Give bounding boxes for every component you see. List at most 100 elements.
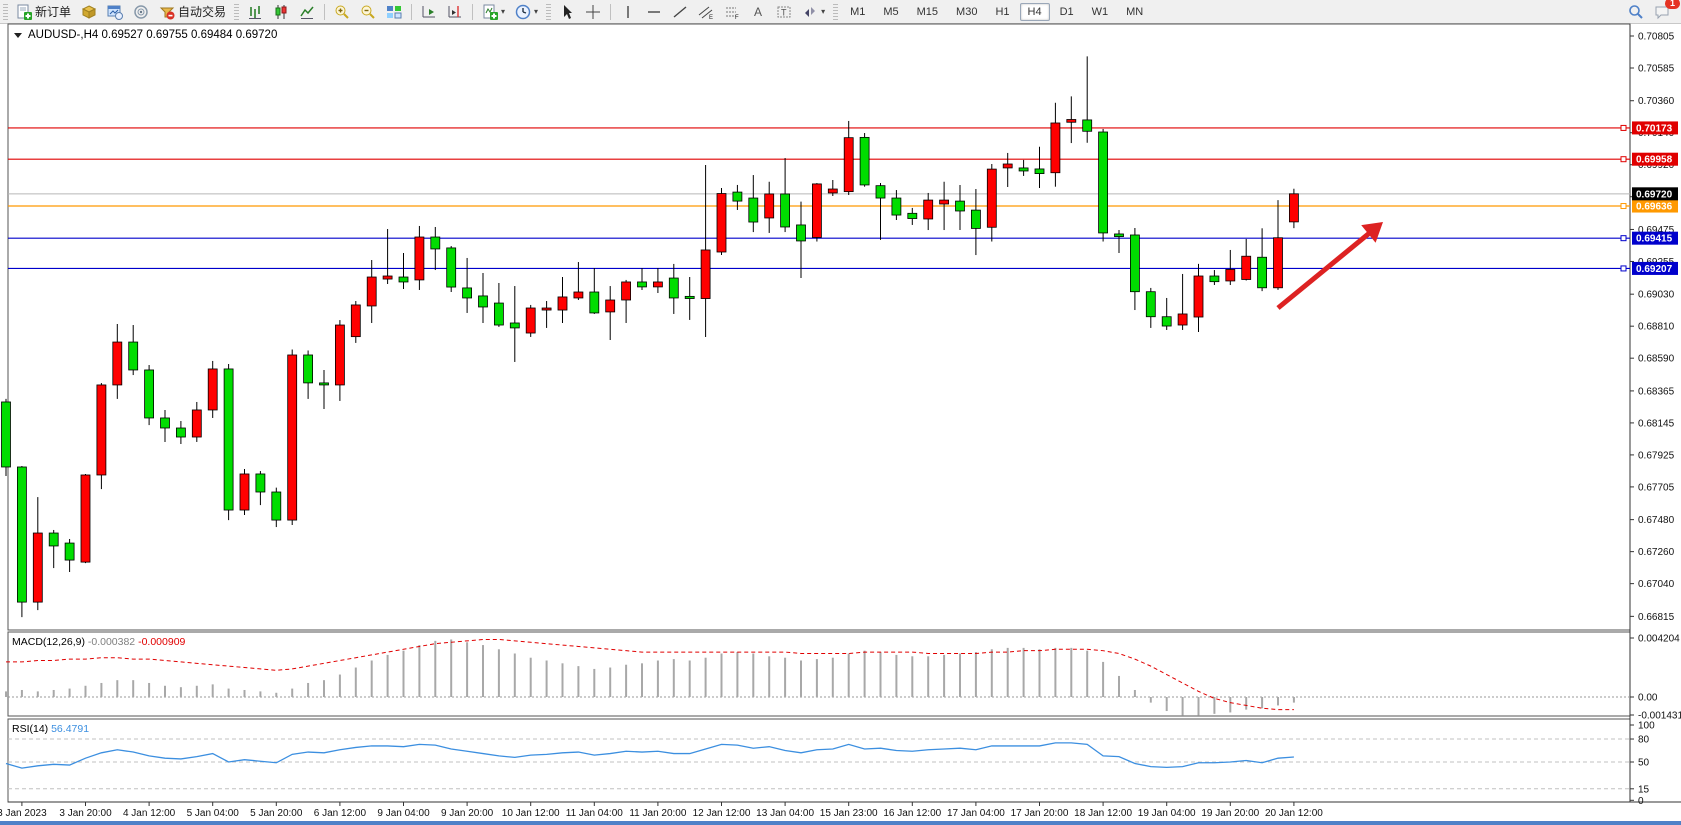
macd-panel [7,631,1631,717]
svg-text:0.69475: 0.69475 [1638,225,1675,236]
equidistant-channel-button[interactable]: E [694,2,718,22]
window-bottom-frame [0,821,1681,825]
auto-trading-icon [159,4,175,20]
period-dropdown-arrow[interactable]: ▾ [534,7,539,16]
package-button[interactable] [77,2,101,22]
svg-text:0.68590: 0.68590 [1638,354,1675,365]
auto-scroll-icon [421,4,437,20]
svg-text:17 Jan 04:00: 17 Jan 04:00 [947,808,1005,819]
trend-arrow-annotation[interactable] [1276,222,1383,310]
rsi-label: RSI(14) 56.4791 [12,723,89,735]
timeframe-m5[interactable]: M5 [883,5,899,18]
svg-text:0.69720: 0.69720 [1636,189,1673,200]
chart-canvas[interactable]: 0.708050.705850.703600.701400.699200.697… [0,23,1681,825]
svg-text:F: F [735,15,739,20]
fibonacci-button[interactable]: F [720,2,744,22]
svg-text:0.66815: 0.66815 [1638,612,1675,623]
crosshair-button[interactable] [581,2,605,22]
timeframe-d1[interactable]: D1 [1059,5,1074,18]
svg-text:5 Jan 20:00: 5 Jan 20:00 [250,808,303,819]
svg-text:0.67040: 0.67040 [1638,579,1675,590]
price-axis: 0.708050.705850.703600.701400.699200.697… [1630,32,1675,623]
svg-text:0.70173: 0.70173 [1636,123,1673,134]
timeframe-m15[interactable]: M15 [916,5,939,18]
macd-indicator: 0.004204 0.00 -0.001431 MACD(12,26,9) -0.00… [5,633,1681,722]
svg-text:20 Jan 12:00: 20 Jan 12:00 [1265,808,1323,819]
fibonacci-icon: F [724,4,740,20]
tile-windows-button[interactable] [382,2,406,22]
arrows-dropdown-arrow[interactable]: ▾ [821,7,826,16]
trendline-button[interactable] [668,2,692,22]
toolbar-grip-2[interactable] [234,3,240,20]
auto-trading-label: 自动交易 [178,5,227,19]
zoom-in-button[interactable] [330,2,354,22]
svg-text:0.69207: 0.69207 [1636,264,1673,275]
new-order-button[interactable]: 新订单 [12,1,75,22]
search-icon [1628,4,1644,20]
notifications-button[interactable]: 1 [1650,0,1680,22]
svg-text:9 Jan 20:00: 9 Jan 20:00 [441,808,494,819]
indicators-button[interactable]: ▾ [478,2,509,22]
toolbar-grip-4[interactable] [833,3,839,20]
notification-count-badge: 1 [1665,0,1680,9]
chart-shift-icon [447,4,463,20]
timeframe-h4[interactable]: H4 [1019,2,1050,21]
auto-trading-button[interactable]: 自动交易 [155,1,230,22]
svg-text:10 Jan 12:00: 10 Jan 12:00 [502,808,560,819]
text-icon: A [750,4,766,20]
chart-title: AUDUSD-,H4 0.69527 0.69755 0.69484 0.697… [14,29,277,41]
toolbar-grip[interactable] [3,3,8,20]
svg-text:3 Jan 20:00: 3 Jan 20:00 [59,808,112,819]
svg-text:T: T [781,7,787,17]
svg-text:17 Jan 20:00: 17 Jan 20:00 [1011,808,1069,819]
period-button[interactable]: ▾ [511,2,542,22]
line-chart-button[interactable] [295,2,319,22]
svg-text:0.67480: 0.67480 [1638,515,1675,526]
bar-chart-icon [247,4,263,20]
market-watch-button[interactable] [103,2,127,22]
svg-text:0.69958: 0.69958 [1636,155,1673,166]
vertical-line-button[interactable] [616,2,640,22]
timeframe-h1[interactable]: H1 [995,5,1010,18]
new-order-icon [16,4,32,20]
zoom-in-icon [334,4,350,20]
svg-text:0.67925: 0.67925 [1638,450,1675,461]
text-label-button[interactable]: T [772,2,796,22]
cursor-button[interactable] [555,2,579,22]
svg-text:9 Jan 04:00: 9 Jan 04:00 [377,808,430,819]
signal-button[interactable] [129,2,153,22]
chart-shift-button[interactable] [443,2,467,22]
search-button[interactable] [1624,2,1648,22]
svg-text:0.68810: 0.68810 [1638,322,1675,333]
zoom-out-button[interactable] [356,2,380,22]
indicators-dropdown-arrow[interactable]: ▾ [501,7,506,16]
svg-text:3 Jan 2023: 3 Jan 2023 [0,808,47,819]
toolbar-grip-3[interactable] [546,3,552,20]
bar-chart-button[interactable] [243,2,267,22]
price-badges: 0.70173 0.69958 0.69636 0.69415 0.69207 0.697… [1632,121,1678,275]
text-button[interactable]: A [746,2,770,22]
trendline-icon [672,4,688,20]
timeframe-m30[interactable]: M30 [956,5,978,18]
timeframe-mn[interactable]: MN [1126,5,1144,18]
svg-text:19 Jan 04:00: 19 Jan 04:00 [1138,808,1196,819]
svg-text:0.67705: 0.67705 [1638,482,1675,493]
svg-text:11 Jan 20:00: 11 Jan 20:00 [629,808,687,819]
candlestick-chart-button[interactable] [269,2,293,22]
horizontal-line-button[interactable] [642,2,666,22]
rsi-panel [7,718,1631,803]
market-watch-icon [107,4,124,20]
candlestick-chart-icon [273,4,289,20]
timeframe-w1[interactable]: W1 [1091,5,1109,18]
auto-scroll-button[interactable] [417,2,441,22]
svg-text:6 Jan 12:00: 6 Jan 12:00 [314,808,367,819]
main-toolbar: 新订单 自动交易 [0,0,1681,24]
timeframe-m1[interactable]: M1 [850,5,866,18]
svg-text:18 Jan 12:00: 18 Jan 12:00 [1074,808,1132,819]
arrows-button[interactable]: ▾ [798,2,829,22]
cursor-icon [559,4,575,20]
svg-text:12 Jan 12:00: 12 Jan 12:00 [693,808,751,819]
rsi-indicator: 100 80 50 150 RSI(14) 56.4791 [5,721,1655,807]
svg-text:0.69636: 0.69636 [1636,202,1673,213]
tile-windows-icon [386,4,402,20]
